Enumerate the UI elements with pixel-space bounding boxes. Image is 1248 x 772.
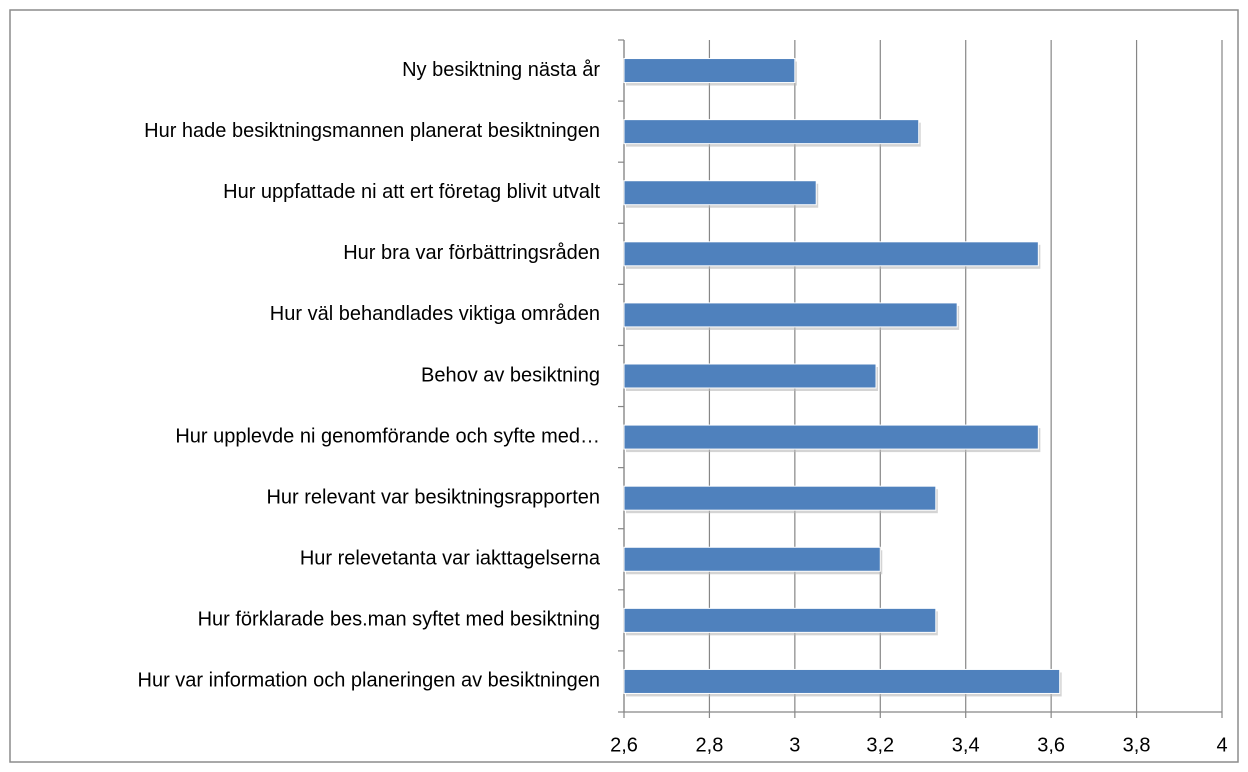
bar	[623, 546, 881, 572]
y-tick-label: Hur relevetanta var iakttagelserna	[300, 548, 601, 570]
x-tick-label: 3	[789, 734, 800, 756]
bar	[623, 119, 920, 145]
x-tick-label: 2,6	[610, 734, 638, 756]
bar	[623, 424, 1039, 450]
bar	[623, 485, 937, 511]
bar	[623, 668, 1061, 694]
bar	[623, 180, 817, 206]
y-tick-label: Hur förklarade bes.man syftet med besikt…	[198, 609, 600, 631]
bar	[623, 363, 877, 389]
y-tick-label: Hur hade besiktningsmannen planerat besi…	[144, 120, 600, 142]
x-tick-label: 3,8	[1123, 734, 1151, 756]
y-tick-label: Hur uppfattade ni att ert företag blivit…	[223, 181, 600, 203]
x-tick-label: 4	[1216, 734, 1227, 756]
y-tick-label: Hur upplevde ni genomförande och syfte m…	[175, 425, 600, 447]
x-tick-label: 3,6	[1037, 734, 1065, 756]
y-tick-label: Ny besiktning nästa år	[402, 59, 600, 81]
x-tick-label: 2,8	[696, 734, 724, 756]
y-tick-label: Behov av besiktning	[421, 364, 600, 386]
y-tick-label: Hur bra var förbättringsråden	[343, 242, 600, 264]
x-tick-label: 3,2	[866, 734, 894, 756]
x-tick-label: 3,4	[952, 734, 980, 756]
y-tick-label: Hur relevant var besiktningsrapporten	[266, 486, 600, 508]
y-tick-label: Hur var information och planeringen av b…	[138, 670, 601, 692]
bar	[623, 58, 796, 84]
y-tick-label: Hur väl behandlades viktiga områden	[270, 303, 600, 325]
bar	[623, 241, 1039, 267]
bar	[623, 607, 937, 633]
bar	[623, 302, 958, 328]
